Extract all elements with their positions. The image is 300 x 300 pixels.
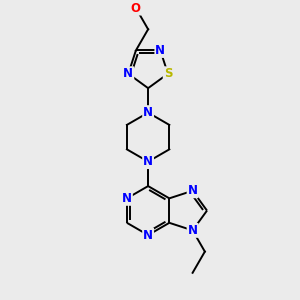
Text: N: N <box>143 229 153 242</box>
Text: S: S <box>164 67 172 80</box>
Text: N: N <box>143 155 153 168</box>
Text: N: N <box>123 67 133 80</box>
Text: N: N <box>122 192 132 205</box>
Text: O: O <box>131 2 141 15</box>
Text: N: N <box>143 106 153 119</box>
Text: N: N <box>155 44 165 57</box>
Text: N: N <box>188 184 198 197</box>
Text: N: N <box>188 224 198 237</box>
